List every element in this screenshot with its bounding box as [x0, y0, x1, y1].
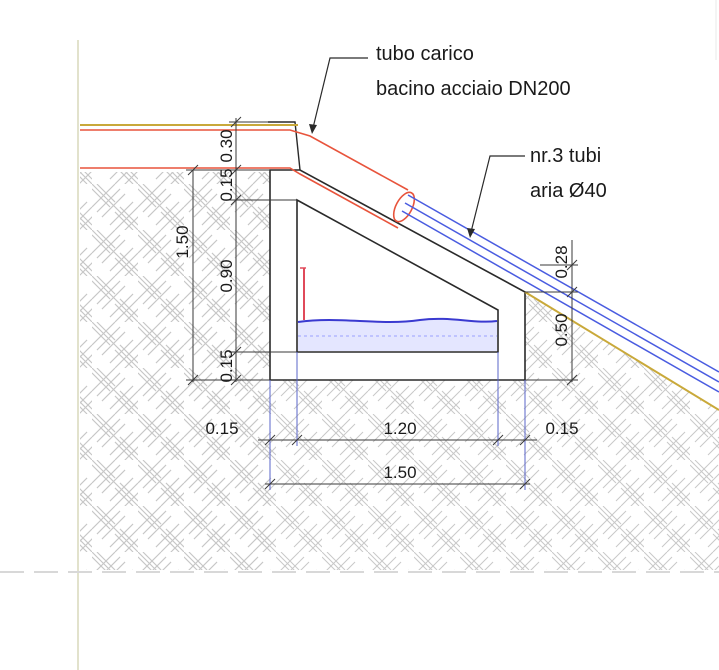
water-line	[297, 317, 498, 323]
steel-pipe-bottom	[80, 167, 399, 229]
label-steel-pipe-line1: tubo carico	[376, 43, 474, 65]
air-pipe-3	[401, 210, 719, 393]
dim-0-90: 0.90	[217, 259, 236, 292]
label-air-pipes-line1: nr.3 tubi	[530, 145, 601, 167]
dim-0-30: 0.30	[217, 129, 236, 162]
dim-0-28: 0.28	[552, 245, 571, 278]
dim-0-15-bottom: 0.15	[217, 349, 236, 382]
dim-0-15-right: 0.15	[545, 419, 578, 438]
dim-1-50-horizontal: 1.50	[383, 463, 416, 482]
steel-pipe-end	[392, 191, 416, 223]
ground-line-right	[524, 291, 719, 411]
dim-1-50-vertical: 1.50	[173, 225, 192, 258]
dim-0-50: 0.50	[552, 313, 571, 346]
dim-0-15-top: 0.15	[217, 168, 236, 201]
air-pipe-1	[407, 194, 719, 373]
water-surface	[298, 318, 497, 351]
leader-air-pipes	[469, 155, 525, 237]
label-steel-pipe-line2: bacino acciaio DN200	[376, 78, 571, 100]
label-air-pipes-line2: aria Ø40	[530, 180, 607, 202]
soil-strip	[80, 172, 270, 570]
dim-1-20: 1.20	[383, 419, 416, 438]
leader-steel-pipe	[311, 57, 368, 133]
dim-0-15-left: 0.15	[205, 419, 238, 438]
chamber-top-ridge	[268, 121, 301, 171]
steel-pipe-top	[80, 129, 409, 191]
